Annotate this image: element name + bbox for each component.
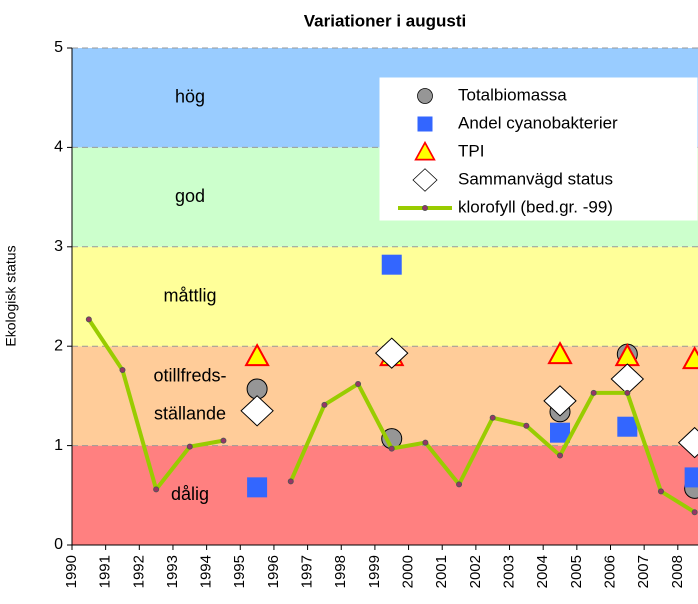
band-label: ställande — [154, 404, 226, 424]
y-tick-label: 0 — [54, 536, 63, 553]
y-axis-label: Ekologisk status — [3, 245, 19, 346]
marker — [244, 343, 270, 367]
line-point — [119, 367, 126, 374]
marker — [240, 395, 274, 427]
x-tick-label: 1990 — [63, 555, 80, 588]
y-tick-label: 5 — [54, 39, 63, 56]
legend-label: Sammanvägd status — [458, 169, 613, 188]
legend-label: TPI — [458, 141, 484, 160]
x-tick-label: 1995 — [231, 555, 248, 588]
line-point — [691, 509, 698, 516]
legend-box — [379, 77, 698, 221]
x-tick-label: 2001 — [433, 555, 450, 588]
line-point — [557, 452, 564, 459]
marker — [617, 416, 638, 437]
y-tick-label: 2 — [54, 337, 63, 354]
x-tick-label: 2008 — [669, 555, 686, 588]
line-point — [657, 488, 664, 495]
x-tick-label: 1999 — [366, 555, 383, 588]
marker — [543, 385, 577, 417]
line-point — [153, 486, 160, 493]
marker — [247, 477, 268, 498]
line-point — [186, 443, 193, 450]
line-point — [388, 445, 395, 452]
line-point — [422, 439, 429, 446]
marker — [677, 426, 698, 459]
line-point — [489, 414, 496, 421]
legend: Totalbiomassa Andel cyanobakterier TPI Samm… — [379, 77, 698, 221]
x-tick-label: 1992 — [130, 555, 147, 588]
legend-swatch — [422, 205, 428, 211]
x-tick-label: 2002 — [467, 555, 484, 588]
chart-title: Variationer i augusti — [304, 11, 467, 30]
line-point — [523, 422, 530, 429]
x-tick-label: 1997 — [299, 555, 316, 588]
y-tick-label: 4 — [54, 139, 63, 156]
legend-label: Totalbiomassa — [458, 85, 567, 104]
band-label: måttlig — [163, 285, 216, 305]
legend-swatch — [414, 140, 436, 161]
line-point — [220, 437, 227, 444]
line-point — [590, 389, 597, 396]
x-tick-label: 2005 — [568, 555, 585, 588]
x-tick-label: 1996 — [265, 555, 282, 588]
legend-swatch — [417, 88, 433, 104]
x-tick-label: 2006 — [601, 555, 618, 588]
line-point — [287, 478, 294, 485]
x-tick-label: 2003 — [500, 555, 517, 588]
y-tick-label: 1 — [54, 437, 63, 454]
band-label: hög — [175, 86, 205, 106]
legend-label: Andel cyanobakterier — [458, 113, 618, 132]
x-tick-label: 2000 — [400, 555, 417, 588]
x-tick-label: 2007 — [635, 555, 652, 588]
line-point — [355, 380, 362, 387]
status-band — [72, 445, 698, 545]
legend-label: klorofyll (bed.gr. -99) — [458, 197, 613, 216]
y-tick-label: 3 — [54, 238, 63, 255]
marker — [381, 254, 402, 275]
marker — [681, 346, 698, 370]
marker — [684, 467, 698, 488]
legend-swatch — [417, 116, 433, 132]
band-label: otillfreds- — [153, 366, 226, 386]
line-point — [456, 481, 463, 488]
x-tick-label: 1993 — [164, 555, 181, 588]
band-label: god — [175, 186, 205, 206]
band-label: dålig — [171, 484, 209, 504]
x-tick-label: 1991 — [97, 555, 114, 588]
marker — [550, 422, 571, 443]
x-tick-label: 1998 — [332, 555, 349, 588]
x-tick-label: 2004 — [534, 555, 551, 588]
line-point — [624, 389, 631, 396]
line-point — [321, 401, 328, 408]
marker — [547, 341, 573, 365]
line-point — [85, 316, 92, 323]
marker — [374, 337, 409, 369]
x-tick-label: 1994 — [198, 555, 215, 588]
legend-swatch — [412, 168, 438, 192]
